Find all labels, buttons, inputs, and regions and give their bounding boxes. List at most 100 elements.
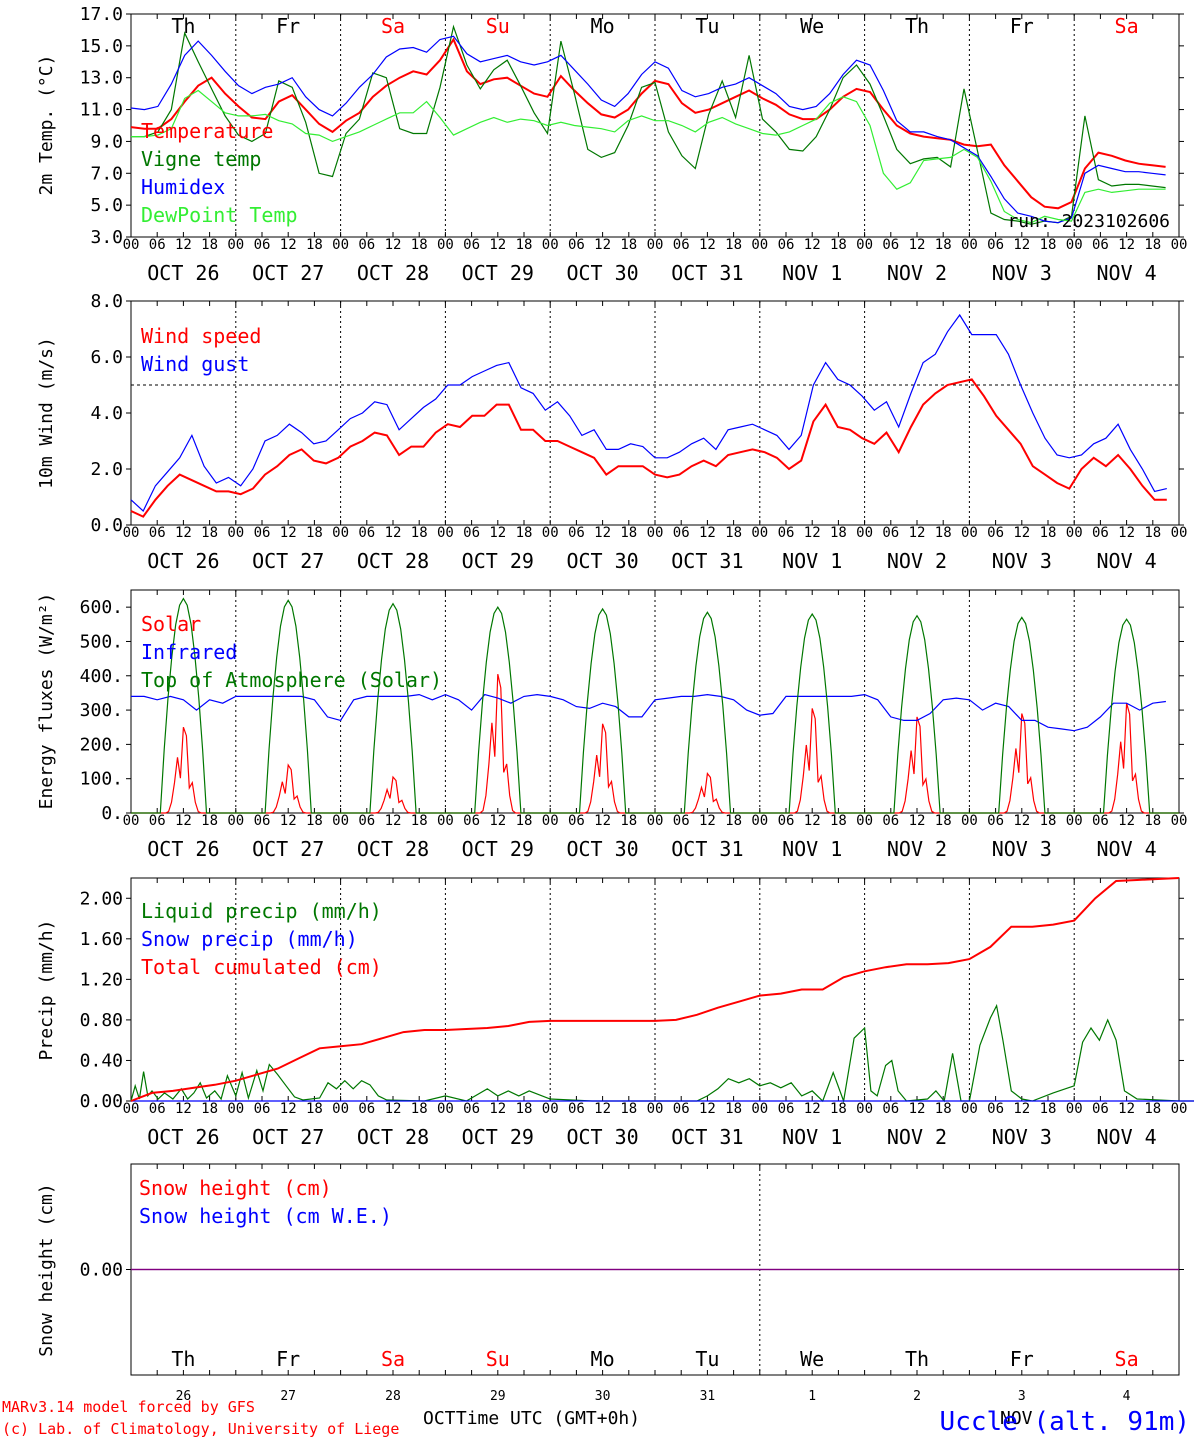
hour-tick-label: 18	[516, 813, 533, 829]
hour-tick-label: 06	[568, 1101, 585, 1117]
hour-tick-label: 06	[254, 237, 271, 253]
hour-tick-label: 18	[411, 1101, 428, 1117]
hour-tick-label: 06	[1092, 813, 1109, 829]
hour-tick-label: 18	[725, 1101, 742, 1117]
day-name: Mo	[591, 1347, 615, 1371]
hour-tick-label: 12	[385, 1101, 402, 1117]
date-label: OCT 31	[671, 261, 743, 285]
hour-tick-label: 12	[594, 813, 611, 829]
hour-tick-label: 00	[1171, 1101, 1188, 1117]
hour-tick-label: 00	[123, 525, 140, 541]
y-tick-label: 7.0	[90, 163, 123, 184]
date-label: OCT 29	[462, 261, 534, 285]
day-number: 2	[913, 1389, 921, 1404]
hour-tick-label: 12	[1013, 237, 1030, 253]
series-line-solar	[131, 673, 1179, 814]
day-name: Th	[171, 14, 195, 38]
y-tick-label: 4.0	[90, 403, 123, 424]
hour-tick-label: 18	[830, 813, 847, 829]
hour-tick-label: 06	[1092, 525, 1109, 541]
hour-tick-label: 18	[516, 1101, 533, 1117]
day-number: 1	[808, 1389, 816, 1404]
day-name: Th	[171, 1347, 195, 1371]
hour-tick-label: 12	[489, 525, 506, 541]
hour-tick-label: 12	[909, 813, 926, 829]
hour-tick-label: 18	[1144, 1101, 1161, 1117]
y-tick-label: 0.	[101, 803, 123, 824]
hour-tick-label: 06	[358, 525, 375, 541]
legend-entry: Vigne temp	[141, 147, 261, 171]
hour-tick-label: 18	[411, 237, 428, 253]
hour-tick-label: 12	[280, 813, 297, 829]
day-name: We	[800, 14, 824, 38]
hour-tick-label: 06	[882, 813, 899, 829]
hour-tick-label: 06	[882, 237, 899, 253]
y-tick-label: 13.0	[80, 68, 123, 89]
hour-tick-label: 18	[1144, 237, 1161, 253]
hour-tick-label: 00	[123, 237, 140, 253]
lab-credit: (c) Lab. of Climatology, University of L…	[2, 1420, 399, 1438]
day-name: Sa	[1115, 1347, 1139, 1371]
hour-tick-label: 12	[280, 525, 297, 541]
day-name: Su	[486, 14, 510, 38]
y-tick-label: 11.0	[80, 100, 123, 121]
hour-tick-label: 12	[804, 237, 821, 253]
day-name: Th	[905, 14, 929, 38]
date-label: NOV 4	[1096, 261, 1156, 285]
hour-tick-label: 06	[358, 237, 375, 253]
hour-tick-label: 06	[358, 1101, 375, 1117]
day-number: 4	[1123, 1389, 1131, 1404]
day-number: 3	[1018, 1389, 1026, 1404]
hour-tick-label: 18	[935, 813, 952, 829]
hour-tick-label: 00	[961, 237, 978, 253]
date-label: NOV 4	[1096, 837, 1156, 861]
hour-tick-label: 12	[175, 1101, 192, 1117]
station-label: Uccle (alt. 91m)	[940, 1407, 1190, 1437]
hour-tick-label: 00	[227, 813, 244, 829]
y-tick-label: 1.60	[80, 929, 123, 950]
y-tick-label: 0.0	[90, 515, 123, 536]
hour-tick-label: 06	[254, 525, 271, 541]
hour-tick-label: 00	[751, 813, 768, 829]
hour-tick-label: 18	[306, 237, 323, 253]
date-label: OCT 28	[357, 261, 429, 285]
hour-tick-label: 06	[778, 525, 795, 541]
hour-tick-label: 00	[542, 525, 559, 541]
y-tick-label: 15.0	[80, 36, 123, 57]
x-axis-title: Time UTC (GMT+0h)	[456, 1408, 640, 1429]
date-label: OCT 30	[566, 837, 638, 861]
day-name: Fr	[1010, 14, 1034, 38]
legend-entry: Top of Atmosphere (Solar)	[141, 668, 442, 692]
day-name: Sa	[1115, 14, 1139, 38]
hour-tick-label: 18	[620, 525, 637, 541]
hour-tick-label: 00	[647, 237, 664, 253]
hour-tick-label: 12	[175, 525, 192, 541]
hour-tick-label: 18	[620, 237, 637, 253]
legend-entry: DewPoint Temp	[141, 203, 298, 227]
hour-tick-label: 00	[961, 813, 978, 829]
hour-tick-label: 06	[1092, 1101, 1109, 1117]
legend-entry: Infrared	[141, 640, 237, 664]
date-label: NOV 3	[992, 837, 1052, 861]
hour-tick-label: 06	[778, 813, 795, 829]
date-label: OCT 26	[147, 261, 219, 285]
hour-tick-label: 06	[149, 1101, 166, 1117]
hour-tick-label: 12	[175, 813, 192, 829]
day-number: 31	[700, 1389, 716, 1404]
y-tick-label: 0.00	[80, 1091, 123, 1112]
day-name: Th	[905, 1347, 929, 1371]
day-number: 28	[385, 1389, 401, 1404]
y-tick-label: 5.0	[90, 195, 123, 216]
hour-tick-label: 18	[516, 525, 533, 541]
hour-tick-label: 18	[935, 525, 952, 541]
hour-tick-label: 12	[804, 813, 821, 829]
hour-tick-label: 00	[1171, 813, 1188, 829]
hour-tick-label: 18	[725, 813, 742, 829]
hour-tick-label: 12	[385, 237, 402, 253]
hour-tick-label: 00	[332, 525, 349, 541]
date-label: OCT 29	[462, 549, 534, 573]
hour-tick-label: 00	[542, 813, 559, 829]
month-label: NOV	[1000, 1408, 1033, 1429]
y-axis-title: 2m Temp. (°C)	[36, 55, 57, 196]
hour-tick-label: 12	[699, 813, 716, 829]
